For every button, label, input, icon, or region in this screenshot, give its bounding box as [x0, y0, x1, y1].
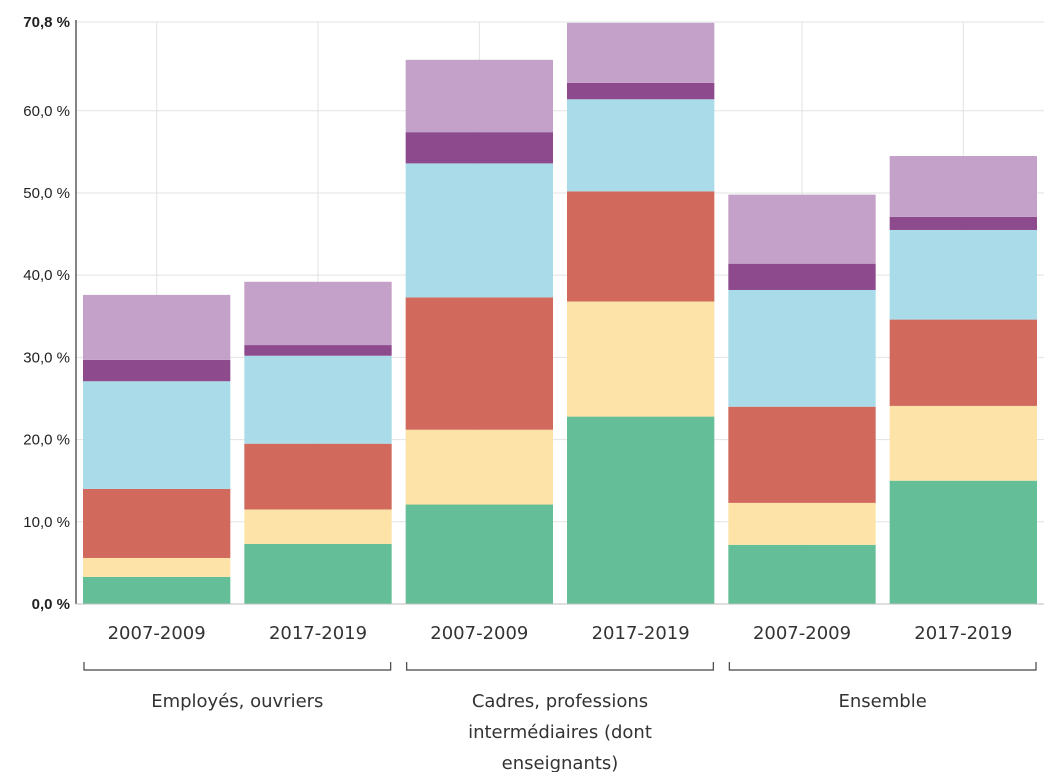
x-tick-label: 2007-2009 — [108, 623, 206, 644]
bar-segment — [83, 294, 231, 360]
bar-segment — [244, 345, 392, 356]
bar-segment — [405, 163, 553, 298]
bar-segment — [889, 229, 1037, 320]
bar-segment — [567, 301, 715, 417]
x-tick-label: 2017-2019 — [914, 623, 1012, 644]
y-tick-label: 0,0 % — [32, 596, 70, 613]
bar-segment — [83, 381, 231, 489]
bar-segment — [728, 263, 876, 290]
group-label: Employés, ouvriers — [151, 691, 323, 712]
x-tick-label: 2007-2009 — [753, 623, 851, 644]
y-tick-label: 40,0 % — [23, 267, 70, 284]
x-tick-label: 2017-2019 — [592, 623, 690, 644]
bar-segment — [405, 429, 553, 505]
bar-segment — [244, 355, 392, 444]
x-tick-label: 2017-2019 — [269, 623, 367, 644]
bar-segment — [83, 488, 231, 558]
bar-segment — [728, 194, 876, 264]
group-label: Cadres, professions — [472, 691, 648, 712]
group-bracket — [83, 662, 392, 671]
bar-segment — [889, 216, 1037, 230]
bar-segment — [889, 155, 1037, 217]
bar-segment — [405, 297, 553, 430]
group-label: intermédiaires (dont — [468, 722, 652, 743]
group-label: enseignants) — [502, 753, 619, 772]
bar-segment — [83, 359, 231, 382]
bar-segment — [889, 405, 1037, 481]
group-bracket — [728, 662, 1037, 671]
bar-segment — [83, 576, 231, 604]
bar-segment — [567, 416, 715, 604]
axes — [75, 20, 1044, 671]
bar-segment — [728, 502, 876, 545]
y-tick-label: 60,0 % — [23, 103, 70, 120]
x-tick-label: 2007-2009 — [430, 623, 528, 644]
bar-segment — [728, 406, 876, 503]
bar-segment — [83, 557, 231, 577]
bar-segment — [567, 82, 715, 100]
bars — [83, 22, 1037, 604]
bar-segment — [244, 543, 392, 604]
labels: 0,0 % 10,0 % 20,0 % 30,0 % 40,0 % 50,0 % 60,0 … — [23, 14, 1012, 772]
group-bracket — [406, 662, 714, 671]
y-tick-label: 50,0 % — [23, 185, 70, 202]
bar-segment — [567, 22, 715, 83]
bar-segment — [244, 443, 392, 510]
y-tick-label: 70,8 % — [23, 14, 70, 31]
y-tick-label: 30,0 % — [23, 349, 70, 366]
bar-segment — [728, 289, 876, 407]
bar-segment — [405, 504, 553, 604]
bar-segment — [405, 132, 553, 164]
y-tick-label: 10,0 % — [23, 514, 70, 531]
bar-segment — [728, 544, 876, 604]
y-tick-label: 20,0 % — [23, 432, 70, 449]
bar-segment — [244, 281, 392, 346]
bar-segment — [567, 191, 715, 302]
bar-segment — [567, 99, 715, 192]
bar-segment — [244, 509, 392, 544]
bar-segment — [889, 319, 1037, 406]
bar-segment — [405, 59, 553, 133]
group-label: Ensemble — [839, 691, 927, 712]
bar-segment — [889, 480, 1037, 604]
